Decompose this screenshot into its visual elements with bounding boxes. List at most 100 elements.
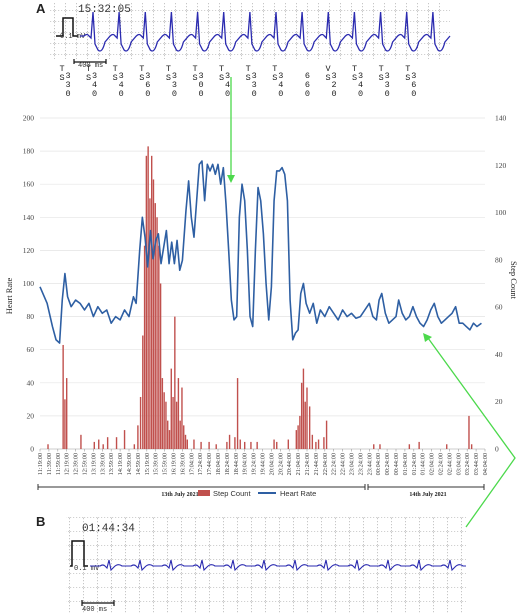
beat-rr-digit: 0 [92,89,97,99]
y-axis-right-title: Step Count [509,261,519,300]
step-count-bar [62,344,64,449]
beat-rr-digit: 0 [252,89,257,99]
y-right-tick-label: 0 [495,445,499,454]
beat-annotation-label: S [192,73,197,83]
x-tick-label: 17:44:00 [206,453,213,475]
step-count-bar [256,441,258,449]
ms-scalebar-a [73,59,107,64]
x-tick-label: 03:04:00 [455,453,462,475]
beat-class-label: T [86,64,91,74]
y-right-tick-label: 40 [495,350,503,359]
beat-rr-digit: 3 [65,80,70,90]
step-count-bar [174,316,176,449]
beat-rr-digit: 0 [172,89,177,99]
beat-rr-digit: 3 [119,71,124,81]
ecg-ms-label-b: 400 ms [82,606,107,614]
beat-rr-digit: 4 [225,80,230,90]
beat-rr-digit: 0 [385,89,390,99]
x-tick-label: 19:04:00 [242,453,249,475]
beat-rr-digit: 0 [411,89,416,99]
y-right-tick-label: 20 [495,397,503,406]
legend: Step Count Heart Rate [198,489,316,498]
step-count-bar [302,368,305,449]
step-count-bar [193,439,195,449]
x-tick-label: 01:24:00 [411,453,418,475]
beat-rr-digit: 4 [358,80,363,90]
step-count-bar [317,439,320,449]
step-count-bar [228,434,231,449]
panel-a-label: A [36,1,46,16]
beat-annotation-label: S [246,73,251,83]
ecg-trace-b [90,559,466,572]
beat-annotation-label: S [272,73,277,83]
step-count-bar [470,444,473,449]
beat-rr-digit: 3 [385,71,390,81]
beat-rr-digit: 0 [331,89,336,99]
beat-class-label: T [166,64,171,74]
y-right-tick-label: 100 [495,208,507,217]
step-count-bar [123,430,126,449]
x-tick-label: 23:24:00 [357,453,364,475]
beat-rr-digit: 6 [411,80,416,90]
beat-rr-digit: 0 [198,80,203,90]
y-left-tick-label: 140 [23,213,35,222]
beat-rr-digit: 0 [145,89,150,99]
step-count-bar [315,441,317,449]
step-count-bar [163,392,165,449]
ecg-ms-label-a: 400 ms [78,62,103,70]
step-count-bar [172,396,174,449]
x-tick-label: 00:24:00 [384,453,391,475]
date-label-2: 14th July 2021 [409,492,446,498]
ecg-trace-a [80,11,451,52]
beat-annotation-label: S [379,73,384,83]
step-count-bar [200,441,202,449]
step-count-bar [311,434,314,449]
step-count-bar [226,441,228,449]
ecg-strip-b: 01:44:34 0.1 mV 400 ms [66,517,466,614]
beat-class-label: T [352,64,357,74]
step-count-bar [295,430,298,449]
x-tick-label: 16:39:00 [179,453,186,475]
beat-class-label: V [325,64,331,74]
step-count-bar [297,425,299,449]
arrow-to-night-segment [427,337,516,528]
arrow-head-b [423,333,432,342]
step-count-bar [168,430,171,449]
date-bracket-2 [367,484,485,490]
x-tick-label: 02:24:00 [438,453,445,475]
step-count-bar [102,444,104,449]
beat-rr-digit: 0 [119,89,124,99]
beat-rr-digit: 3 [358,71,363,81]
date-brackets: 13th July 2021 14th July 2021 [37,484,485,498]
step-count-bar [165,401,167,449]
x-tick-label: 12:39:00 [73,453,80,475]
y-left-tick-label: 120 [23,246,35,255]
ecg-time-a: 15:32:05 [78,4,131,16]
date-bracket-1 [37,484,366,490]
beat-rr-digit: 3 [65,71,70,81]
step-count-bar [170,368,172,449]
step-count-bar [152,179,155,449]
step-count-bar [186,439,188,449]
y-right-tick-label: 120 [495,161,507,170]
x-tick-label: 23:04:00 [349,453,356,475]
step-count-bar [379,444,381,449]
beat-annotation-label: S [405,73,410,83]
beat-annotation-label: S [219,73,224,83]
x-tick-label: 13:39:00 [99,453,106,475]
heart-rate-series [39,160,482,344]
step-count-bar [64,399,66,449]
step-count-bar [446,444,448,449]
y-right-tick-label: 60 [495,303,503,312]
step-count-bar [408,444,411,449]
beat-rr-digit: 3 [278,71,283,81]
step-count-bar [308,406,311,449]
step-count-bar [93,441,95,449]
ecg-scale-label-b: 0.1 mV [74,565,100,573]
x-tick-label: 20:24:00 [277,453,284,475]
y-axis-right-ticks: 0 20 40 60 80 100 120 140 [495,114,507,454]
step-count-bar [325,420,328,449]
x-tick-label: 12:19:00 [64,453,71,475]
beat-rr-digit: 3 [225,71,230,81]
